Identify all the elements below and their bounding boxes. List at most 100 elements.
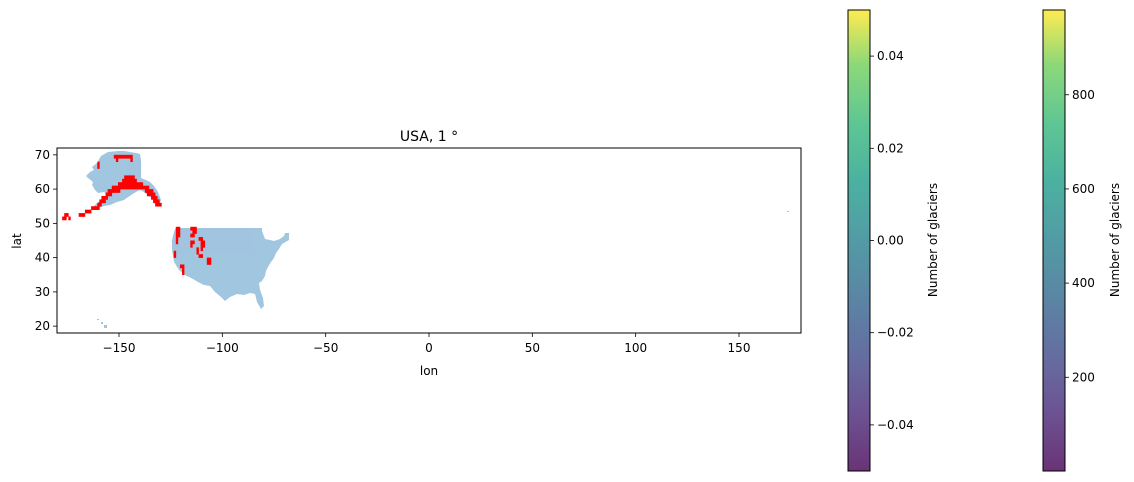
glacier-cell bbox=[101, 195, 104, 200]
glacier-cell bbox=[130, 158, 133, 163]
glacier-cell bbox=[200, 254, 203, 258]
glacier-cell bbox=[105, 195, 108, 200]
glacier-cell bbox=[111, 185, 115, 190]
colorbar-1-ticks: −0.04 −0.02 0.00 0.02 0.04 bbox=[870, 49, 914, 432]
glacier-cell bbox=[115, 154, 119, 159]
glacier-cell bbox=[109, 192, 113, 197]
y-tick-label: 40 bbox=[35, 251, 50, 265]
glacier-cell bbox=[190, 226, 193, 231]
glacier-cell bbox=[200, 240, 203, 245]
glacier-cell bbox=[192, 233, 195, 238]
glacier-cell bbox=[144, 185, 148, 190]
glacier-cell bbox=[208, 257, 212, 262]
glacier-cell bbox=[157, 202, 160, 207]
glacier-cell bbox=[117, 185, 121, 190]
glacier-cell bbox=[200, 247, 203, 252]
glacier-cell bbox=[157, 199, 160, 204]
glacier-cell bbox=[126, 175, 129, 180]
glacier-cell bbox=[117, 154, 121, 159]
colorbar-2-ticks: 200 400 600 800 bbox=[1065, 88, 1095, 384]
glacier-cell bbox=[206, 261, 210, 265]
glacier-cell bbox=[182, 264, 185, 269]
glacier-cell bbox=[192, 226, 195, 231]
glacier-cell bbox=[140, 182, 144, 186]
x-tick-label: 50 bbox=[525, 341, 540, 355]
glacier-cell bbox=[175, 226, 179, 231]
glacier-cell bbox=[175, 240, 179, 245]
glacier-cell bbox=[120, 182, 123, 186]
y-axis-label: lat bbox=[10, 233, 24, 249]
glacier-cell bbox=[196, 247, 199, 252]
glacier-cell bbox=[113, 185, 117, 190]
colorbar-tick-label: −0.04 bbox=[877, 418, 914, 432]
glacier-cell bbox=[115, 185, 119, 190]
glacier-cell bbox=[192, 240, 195, 245]
glacier-cell bbox=[153, 192, 156, 197]
glacier-cell bbox=[173, 250, 177, 255]
map-axes: −150 −100 −50 0 50 100 150 20 30 40 50 60 70 USA, 1… bbox=[10, 129, 802, 378]
glacier-cell bbox=[206, 257, 210, 262]
glacier-cell bbox=[175, 237, 179, 241]
glacier-cell bbox=[155, 199, 158, 204]
hawaii-island bbox=[101, 322, 103, 324]
glacier-cell bbox=[113, 189, 117, 193]
glacier-cell bbox=[103, 199, 106, 204]
glacier-cell bbox=[142, 185, 146, 190]
glacier-cell bbox=[153, 199, 156, 204]
glacier-cell bbox=[64, 216, 67, 221]
glacier-cell bbox=[128, 178, 131, 183]
glacier-cell bbox=[148, 189, 152, 193]
glacier-cell bbox=[175, 233, 179, 238]
glacier-cell bbox=[177, 230, 181, 234]
glacier-cell bbox=[200, 237, 203, 241]
glacier-cell bbox=[151, 192, 154, 197]
glacier-cell bbox=[107, 192, 110, 197]
glacier-cell bbox=[68, 216, 71, 221]
glacier-cell bbox=[124, 178, 127, 183]
glacier-cell bbox=[128, 182, 131, 186]
glacier-cell bbox=[103, 195, 106, 200]
glacier-cell bbox=[66, 213, 69, 217]
glacier-cell bbox=[198, 237, 201, 241]
glacier-cell bbox=[126, 178, 129, 183]
colorbar-1-gradient bbox=[848, 10, 870, 471]
glacier-cell bbox=[130, 154, 133, 159]
x-tick-label: 150 bbox=[728, 341, 751, 355]
glacier-cell bbox=[132, 178, 135, 183]
y-tick-label: 70 bbox=[35, 148, 50, 162]
glacier-cell bbox=[107, 189, 110, 193]
glacier-cell bbox=[122, 185, 125, 190]
glacier-cell bbox=[173, 254, 177, 258]
glacier-cell bbox=[144, 189, 148, 193]
glacier-cell bbox=[115, 189, 119, 193]
colorbar-tick-label: 200 bbox=[1072, 370, 1095, 384]
glacier-cell bbox=[134, 185, 137, 190]
colorbar-tick-label: −0.02 bbox=[877, 326, 914, 340]
glacier-cell bbox=[132, 185, 135, 190]
glacier-cell bbox=[113, 154, 117, 159]
glacier-cell bbox=[89, 209, 92, 214]
glacier-cell bbox=[124, 175, 127, 180]
glacier-cell bbox=[182, 271, 185, 276]
map-content bbox=[62, 151, 789, 328]
glacier-cell bbox=[128, 185, 131, 190]
glacier-cell bbox=[155, 195, 158, 200]
glacier-cell bbox=[99, 202, 102, 207]
glacier-cell bbox=[132, 182, 135, 186]
glacier-cell bbox=[97, 202, 100, 207]
glacier-cell bbox=[200, 243, 203, 248]
x-axis-label: lon bbox=[420, 364, 438, 378]
glacier-cell bbox=[132, 175, 135, 180]
plot-area bbox=[57, 148, 801, 333]
colorbar-tick-label: 600 bbox=[1072, 182, 1095, 196]
x-tick-label: −50 bbox=[313, 341, 338, 355]
x-tick-label: 100 bbox=[624, 341, 647, 355]
glacier-cell bbox=[138, 182, 141, 186]
glacier-cell bbox=[190, 240, 193, 245]
glacier-cell bbox=[194, 230, 197, 234]
x-tick-label: 0 bbox=[425, 341, 433, 355]
colorbar-2-label: Number of glaciers bbox=[1108, 183, 1122, 297]
glacier-cell bbox=[105, 192, 108, 197]
glacier-cell bbox=[202, 240, 206, 245]
glacier-cell bbox=[148, 192, 152, 197]
